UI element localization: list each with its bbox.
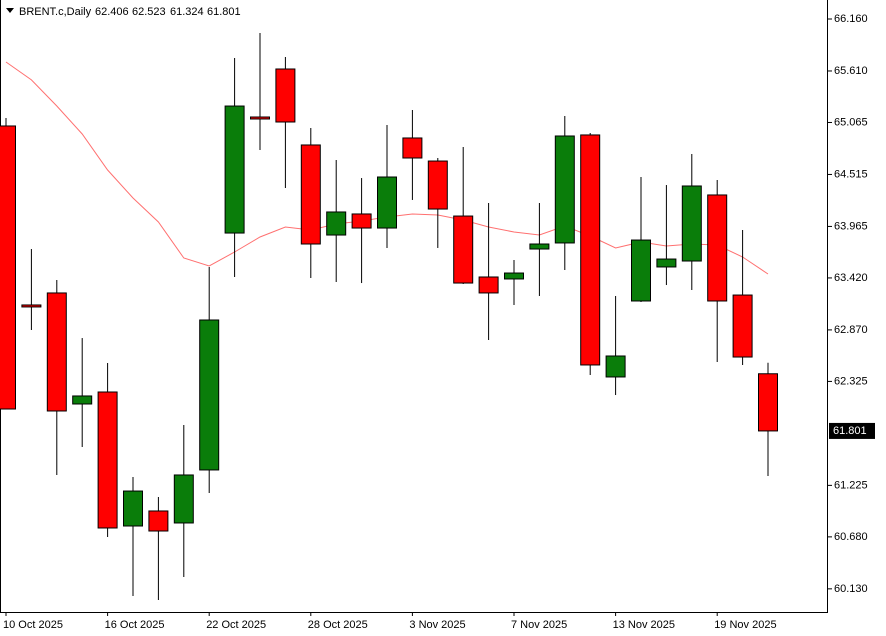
header-open: 62.406: [95, 6, 129, 18]
x-tick-label: 10 Oct 2025: [3, 619, 63, 631]
header-low: 61.324: [170, 6, 204, 18]
x-tick-label: 3 Nov 2025: [409, 619, 465, 631]
candle-body: [97, 391, 118, 529]
candle-body: [681, 185, 702, 262]
y-tick-label: 66.160: [834, 13, 868, 25]
candle-body: [732, 294, 753, 358]
candle-body: [529, 243, 550, 250]
x-tick-label: 13 Nov 2025: [613, 619, 675, 631]
candle-body: [46, 292, 67, 412]
candle-body: [605, 355, 626, 378]
y-tick-label: 65.065: [834, 116, 868, 128]
candle-body: [631, 239, 651, 302]
candle-body: [402, 137, 423, 159]
header-icon: [6, 8, 14, 13]
candle-body: [427, 160, 448, 210]
candle-body: [554, 135, 575, 244]
candle-body: [224, 105, 245, 234]
last-price-label: 61.801: [833, 425, 867, 437]
x-tick-label: 22 Oct 2025: [206, 619, 266, 631]
candle-body: [0, 125, 16, 410]
candle-body: [478, 276, 499, 294]
header-high: 62.523: [132, 6, 166, 18]
y-tick-label: 61.225: [834, 479, 868, 491]
candle-body: [123, 490, 143, 527]
last-price-box: [829, 422, 875, 439]
candle-body: [173, 474, 194, 524]
y-tick-label: 60.680: [834, 531, 868, 543]
y-tick-label: 65.610: [834, 65, 868, 77]
candle-body: [326, 211, 347, 236]
candle-body: [656, 258, 677, 268]
candle-body: [300, 144, 321, 245]
x-tick-label: 7 Nov 2025: [511, 619, 567, 631]
candle-body: [148, 510, 169, 532]
candle-body: [72, 395, 93, 405]
candle-body: [275, 68, 296, 123]
x-tick-label: 16 Oct 2025: [105, 619, 165, 631]
y-tick-label: 62.870: [834, 324, 868, 336]
candle-body: [758, 373, 778, 432]
x-tick-label: 19 Nov 2025: [714, 619, 776, 631]
x-tick-label: 28 Oct 2025: [308, 619, 368, 631]
candle-body: [707, 194, 728, 302]
y-tick-label: 60.130: [834, 583, 868, 595]
candle-body: [580, 134, 601, 366]
y-tick-label: 63.420: [834, 272, 868, 284]
candle-body: [199, 319, 220, 471]
candle-body: [377, 176, 397, 229]
y-tick-label: 64.515: [834, 168, 868, 180]
candle-body: [21, 304, 42, 308]
y-tick-label: 62.325: [834, 375, 868, 387]
header-close: 61.801: [207, 6, 241, 18]
candle-body: [250, 116, 270, 120]
y-tick-label: 63.965: [834, 220, 868, 232]
candle-body: [504, 272, 524, 280]
candle-body: [351, 213, 372, 229]
symbol: BRENT.c,Daily: [19, 6, 92, 18]
candle-body: [453, 215, 474, 284]
